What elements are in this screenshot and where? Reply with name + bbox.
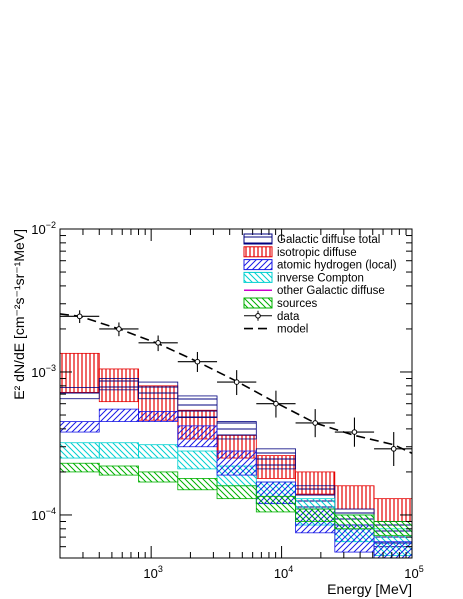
- inverse-compton-bin: [177, 450, 218, 470]
- data-marker: [116, 326, 122, 332]
- data-point: [374, 432, 412, 466]
- legend-label: inverse Compton: [277, 272, 364, 284]
- isotropic-diffuse-bin: [334, 485, 375, 510]
- legend-label: model: [277, 324, 308, 336]
- legend-label: sources: [277, 298, 318, 310]
- data-point: [295, 409, 335, 438]
- isotropic-diffuse-bin: [60, 352, 100, 393]
- sources-bin: [255, 495, 296, 513]
- inverse-compton-bin: [98, 442, 139, 459]
- data-point: [99, 322, 139, 337]
- data-marker: [76, 313, 83, 320]
- legend-item-atomic-hydrogen-local-: atomic hydrogen (local): [243, 259, 397, 272]
- inverse-compton-bin: [60, 442, 100, 459]
- legend-item-other-galactic-diffuse: other Galactic diffuse: [244, 285, 385, 297]
- legend-item-galactic-diffuse-total: Galactic diffuse total: [243, 233, 380, 246]
- legend-label: other Galactic diffuse: [277, 285, 385, 297]
- axis-ticks: 103 104 105 10−4 10−3 10−2: [31, 220, 423, 581]
- legend-swatch: [243, 297, 273, 309]
- sources-bin: [295, 508, 336, 522]
- legend-label: data: [277, 311, 300, 323]
- data-marker: [194, 358, 201, 365]
- sources-bin: [177, 478, 218, 491]
- galactic-diffuse-total-bin: [98, 378, 139, 391]
- sources-bin: [216, 485, 257, 500]
- x-tick-label: 104: [274, 564, 293, 581]
- data-marker: [390, 446, 397, 452]
- legend-item-model: model: [244, 324, 308, 336]
- atomic-hydrogen-local-bin: [216, 450, 257, 476]
- isotropic-diffuse-bin: [373, 498, 412, 522]
- data-point: [217, 370, 257, 396]
- galactic-diffuse-total-bin: [255, 448, 296, 470]
- legend-item-data: data: [244, 310, 300, 323]
- galactic-diffuse-total-bin: [138, 381, 179, 400]
- legend-item-isotropic-diffuse: isotropic diffuse: [243, 246, 357, 259]
- data-point: [334, 417, 375, 447]
- data-point: [256, 390, 296, 418]
- sources-bin: [138, 471, 179, 483]
- sources-bin: [98, 465, 139, 476]
- legend-item-inverse-compton: inverse Compton: [243, 271, 364, 284]
- legend-swatch: [243, 233, 273, 245]
- legend-label: Galactic diffuse total: [277, 234, 380, 246]
- x-tick-label: 105: [404, 564, 423, 581]
- data-marker: [312, 420, 318, 426]
- data-point: [138, 335, 178, 352]
- data-marker: [233, 379, 240, 385]
- y-tick-label: 10−3: [31, 363, 56, 380]
- atomic-hydrogen-local-bin: [98, 408, 139, 422]
- legend-label: isotropic diffuse: [277, 247, 357, 259]
- data-marker: [351, 429, 358, 435]
- data-point: [60, 310, 100, 324]
- legend-swatch: [255, 313, 261, 319]
- atomic-hydrogen-local-bin: [177, 425, 218, 448]
- legend-swatch: [243, 259, 273, 271]
- legend-item-sources: sources: [243, 297, 318, 310]
- plot-frame: [59, 228, 413, 559]
- data-points: [60, 310, 412, 466]
- bands: [60, 352, 412, 558]
- y-tick-label: 10−2: [31, 220, 56, 237]
- legend-swatch: [243, 271, 273, 283]
- atomic-hydrogen-local-bin: [60, 421, 100, 433]
- legend-swatch: [243, 246, 273, 258]
- y-tick-label: 10−4: [31, 506, 56, 523]
- sources-bin: [60, 462, 100, 473]
- data-point: [177, 351, 218, 372]
- y-axis-label: E² dN/dE [cm⁻²s⁻¹sr⁻¹MeV]: [11, 229, 27, 400]
- x-axis-label: Energy [MeV]: [327, 581, 412, 597]
- data-marker: [273, 400, 279, 407]
- sources-bin: [334, 514, 375, 530]
- inverse-compton-bin: [138, 444, 179, 459]
- atomic-hydrogen-local-bin: [138, 411, 179, 422]
- galactic-diffuse-total-bin: [60, 387, 100, 400]
- galactic-diffuse-total-bin: [216, 421, 257, 440]
- legend-label: atomic hydrogen (local): [277, 260, 397, 272]
- x-tick-label: 103: [143, 564, 162, 581]
- data-marker: [155, 339, 161, 346]
- galactic-diffuse-total-bin: [177, 395, 218, 418]
- atomic-hydrogen-local-bin: [334, 524, 375, 553]
